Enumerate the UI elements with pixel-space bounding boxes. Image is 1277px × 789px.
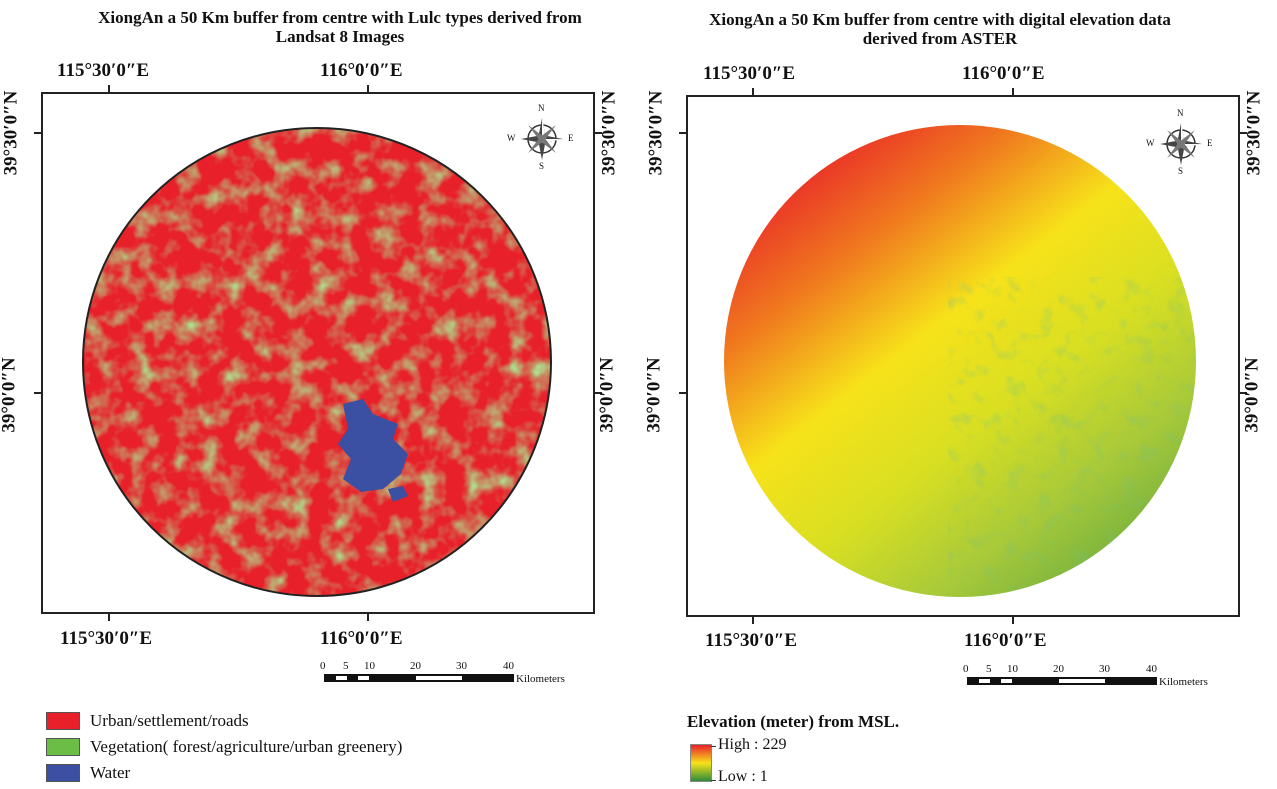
legend-item-water: Water bbox=[46, 763, 130, 783]
right-lat-label-2-left: 39°0′0″N bbox=[643, 357, 665, 433]
right-map-title: XiongAn a 50 Km buffer from centre with … bbox=[709, 10, 1171, 48]
right-scale-bar: 0 5 10 20 30 40 Kilometers bbox=[963, 663, 1208, 688]
left-lat-label-2-right: 39°0′0″N bbox=[596, 357, 618, 433]
elevation-low-label: Low : 1 bbox=[718, 768, 768, 785]
compass-e: E bbox=[1207, 138, 1213, 148]
right-lat-label-2-right: 39°0′0″N bbox=[1241, 357, 1263, 433]
compass-w: W bbox=[1146, 138, 1155, 148]
right-bottom-lon-label-1: 115°30′0″E bbox=[705, 630, 798, 651]
right-map-frame: N S W E bbox=[686, 95, 1240, 617]
left-scale-bar: 0 5 10 20 30 40 Kilometers bbox=[320, 660, 565, 685]
compass-e: E bbox=[568, 133, 574, 143]
right-dem-map bbox=[724, 125, 1196, 597]
compass-s: S bbox=[539, 161, 545, 171]
urban-swatch bbox=[46, 712, 80, 730]
compass-rose-icon bbox=[1160, 123, 1202, 165]
left-lat-label-2-left: 39°0′0″N bbox=[0, 357, 20, 433]
left-map-title: XiongAn a 50 Km buffer from centre with … bbox=[98, 8, 582, 46]
water-body bbox=[338, 399, 408, 492]
vegetation-swatch bbox=[46, 738, 80, 756]
left-bottom-lon-label-1: 115°30′0″E bbox=[60, 628, 153, 649]
elevation-legend-title: Elevation (meter) from MSL. bbox=[687, 712, 900, 731]
compass-s: S bbox=[1178, 166, 1184, 176]
right-top-lon-label-1: 115°30′0″E bbox=[703, 63, 796, 84]
right-lat-label-1-left: 39°30′0″N bbox=[645, 90, 667, 176]
elevation-gradient bbox=[690, 744, 712, 782]
compass-w: W bbox=[507, 133, 516, 143]
compass-rose-icon bbox=[521, 118, 563, 160]
left-lat-label-1-right: 39°30′0″N bbox=[598, 90, 620, 176]
left-map-frame: N S W E bbox=[41, 92, 595, 614]
right-bottom-lon-label-2: 116°0′0″E bbox=[964, 630, 1047, 651]
left-lulc-map bbox=[82, 127, 552, 597]
left-lat-label-1-left: 39°30′0″N bbox=[0, 90, 22, 176]
right-top-lon-label-2: 116°0′0″E bbox=[962, 63, 1045, 84]
right-compass: N S W E bbox=[1146, 108, 1213, 176]
compass-n: N bbox=[538, 103, 545, 113]
compass-n: N bbox=[1177, 108, 1184, 118]
legend-item-vegetation: Vegetation( forest/agriculture/urban gre… bbox=[46, 737, 402, 757]
left-top-lon-label-1: 115°30′0″E bbox=[57, 60, 150, 81]
left-bottom-lon-label-2: 116°0′0″E bbox=[320, 628, 403, 649]
left-compass: N S W E bbox=[507, 103, 574, 171]
legend-item-urban: Urban/settlement/roads bbox=[46, 711, 249, 731]
water-body-2 bbox=[388, 486, 408, 502]
left-top-lon-label-2: 116°0′0″E bbox=[320, 60, 403, 81]
right-lat-label-1-right: 39°30′0″N bbox=[1243, 90, 1265, 176]
elevation-high-label: High : 229 bbox=[718, 736, 787, 753]
water-swatch bbox=[46, 764, 80, 782]
